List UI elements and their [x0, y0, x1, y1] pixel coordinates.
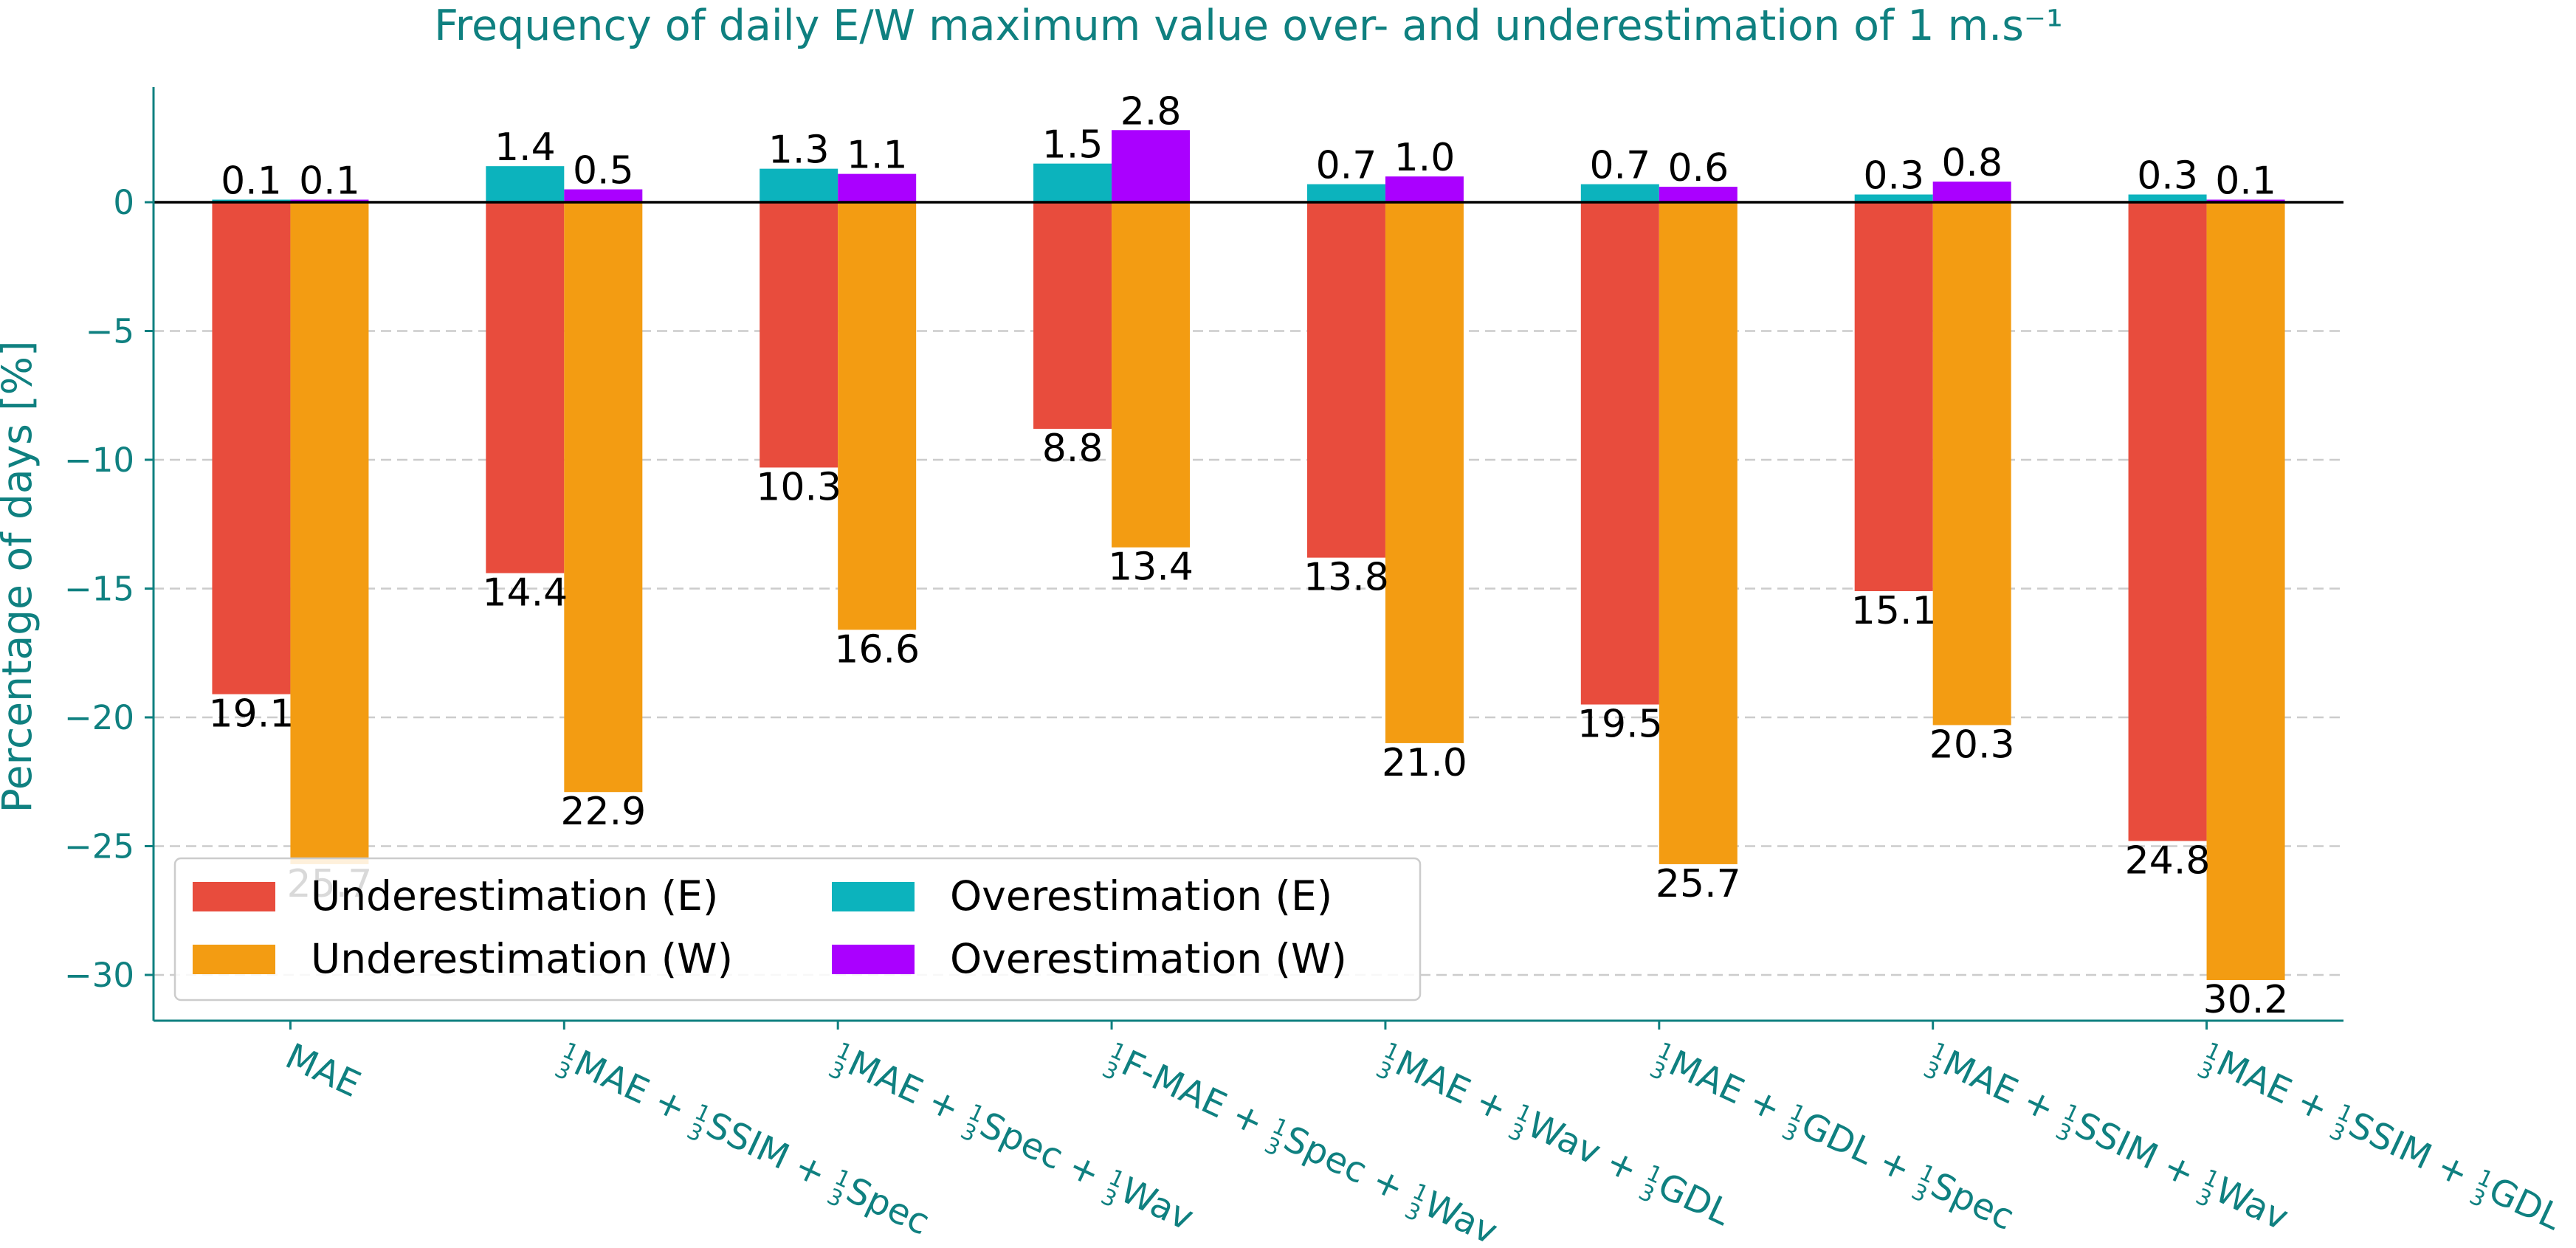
data-label: 16.6 — [834, 627, 920, 672]
bar — [760, 168, 838, 202]
bar — [1659, 187, 1738, 202]
bar — [1306, 202, 1385, 558]
legend-label: Overestimation (E) — [950, 872, 1332, 920]
data-label: 30.2 — [2203, 978, 2289, 1022]
y-tick-label: −10 — [64, 441, 134, 480]
data-label: 2.8 — [1120, 89, 1182, 134]
legend-swatch — [832, 882, 915, 911]
data-label: 0.6 — [1667, 146, 1729, 190]
data-label: 14.4 — [482, 571, 568, 616]
data-label: 20.3 — [1929, 723, 2015, 767]
data-label: 0.1 — [2215, 159, 2276, 204]
data-label: 8.8 — [1042, 427, 1103, 471]
y-axis-label: Percentage of days [%] — [0, 341, 41, 813]
data-label: 0.8 — [1941, 141, 2002, 185]
y-tick-label: −20 — [64, 698, 134, 737]
bar — [1659, 202, 1738, 864]
data-label: 0.7 — [1316, 144, 1377, 188]
data-label: 1.1 — [847, 134, 908, 178]
bar — [2128, 202, 2207, 841]
data-label: 13.8 — [1304, 556, 1389, 600]
bar — [1854, 194, 1933, 202]
bar — [1385, 176, 1464, 202]
bar — [290, 202, 369, 864]
bar — [2206, 202, 2285, 980]
data-label: 25.7 — [1656, 862, 1741, 906]
data-label: 24.8 — [2125, 839, 2211, 883]
bar — [1932, 202, 2011, 725]
legend: Underestimation (E) Underestimation (W) Ov… — [173, 857, 1422, 1001]
bar — [564, 202, 643, 793]
bar — [838, 202, 917, 630]
y-tick-label: −15 — [64, 570, 134, 609]
y-tick-label: −30 — [64, 956, 134, 995]
bar — [564, 189, 643, 202]
bar — [1932, 182, 2011, 202]
legend-label: Underestimation (E) — [311, 872, 718, 920]
legend-swatch — [193, 945, 275, 974]
bar — [212, 202, 291, 694]
data-label: 0.3 — [1863, 154, 1924, 199]
bar — [486, 166, 565, 202]
data-label: 0.3 — [2137, 154, 2198, 199]
data-label: 0.1 — [299, 159, 360, 204]
data-label: 1.0 — [1394, 136, 1456, 180]
bar — [1033, 202, 1112, 430]
legend-label: Overestimation (W) — [950, 935, 1347, 982]
bar — [1580, 184, 1659, 202]
data-label: 1.3 — [768, 128, 830, 173]
bar — [1385, 202, 1464, 743]
bar — [1580, 202, 1659, 705]
y-tick-label: −5 — [86, 312, 134, 351]
y-tick-label: −25 — [64, 827, 134, 866]
legend-label: Underestimation (W) — [311, 935, 733, 982]
legend-swatch — [832, 945, 915, 974]
legend-box — [173, 857, 1422, 1001]
data-label: 0.1 — [221, 159, 282, 204]
chart-title: Frequency of daily E/W maximum value ove… — [434, 1, 2063, 50]
value-labels: 19.1 0.1 25.7 0.1 14.4 1.4 22.9 0.5 10.3 1.3 16.6 1… — [209, 89, 2289, 1022]
data-label: 15.1 — [1851, 589, 1937, 633]
data-label: 0.7 — [1589, 144, 1650, 188]
bar — [1033, 163, 1112, 202]
data-label: 19.5 — [1577, 703, 1663, 747]
axes: 0 −5 −10 −15 −20 −25 −30 — [64, 87, 2343, 1030]
y-tick-label: 0 — [113, 183, 134, 222]
data-label: 19.1 — [209, 692, 295, 737]
bar — [1854, 202, 1933, 591]
bar — [838, 173, 917, 202]
bar — [2128, 194, 2207, 202]
bars — [212, 130, 2285, 980]
data-label: 1.5 — [1042, 123, 1103, 168]
data-label: 1.4 — [495, 125, 556, 170]
data-label: 21.0 — [1382, 741, 1467, 785]
data-label: 22.9 — [560, 790, 646, 834]
data-label: 0.5 — [573, 149, 634, 193]
bar — [1112, 202, 1191, 548]
bar — [486, 202, 565, 573]
bar — [1112, 130, 1191, 202]
data-label: 13.4 — [1108, 545, 1194, 590]
legend-swatch — [193, 882, 275, 911]
bar — [1306, 184, 1385, 202]
data-label: 10.3 — [756, 465, 841, 509]
x-tick-label: MAE — [279, 1035, 366, 1106]
bar — [760, 202, 838, 468]
